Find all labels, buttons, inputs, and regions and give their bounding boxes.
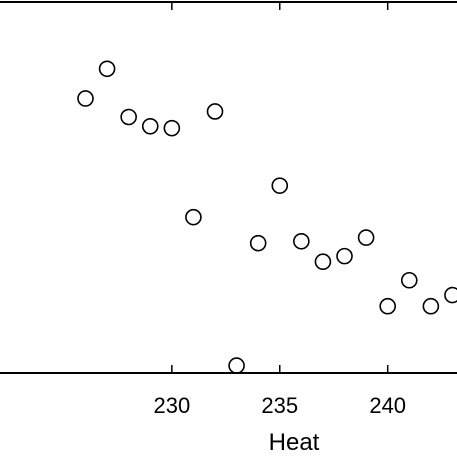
x-tick-label: 235 <box>261 393 298 418</box>
data-point <box>77 90 94 107</box>
data-point <box>271 177 289 194</box>
x-axis-tick-labels: 230 235 240 <box>153 393 406 418</box>
data-points <box>77 60 457 374</box>
data-point <box>120 108 137 126</box>
data-point <box>293 232 310 250</box>
data-point <box>163 119 181 137</box>
data-point <box>422 297 440 315</box>
data-point <box>336 247 353 265</box>
x-tick-label: 240 <box>369 393 406 418</box>
data-point <box>314 253 332 271</box>
data-point <box>206 103 224 120</box>
data-point <box>228 357 245 374</box>
x-axis-title: Heat <box>269 429 320 456</box>
data-point <box>444 286 457 304</box>
data-point <box>379 297 396 315</box>
x-tick-label: 230 <box>153 393 190 418</box>
data-point <box>98 60 116 78</box>
data-point <box>400 271 418 289</box>
plot-frame <box>0 1 457 374</box>
data-point <box>357 229 375 246</box>
x-axis-ticks <box>171 2 389 373</box>
data-point <box>141 117 159 135</box>
data-point <box>249 234 267 252</box>
data-point <box>185 208 202 226</box>
